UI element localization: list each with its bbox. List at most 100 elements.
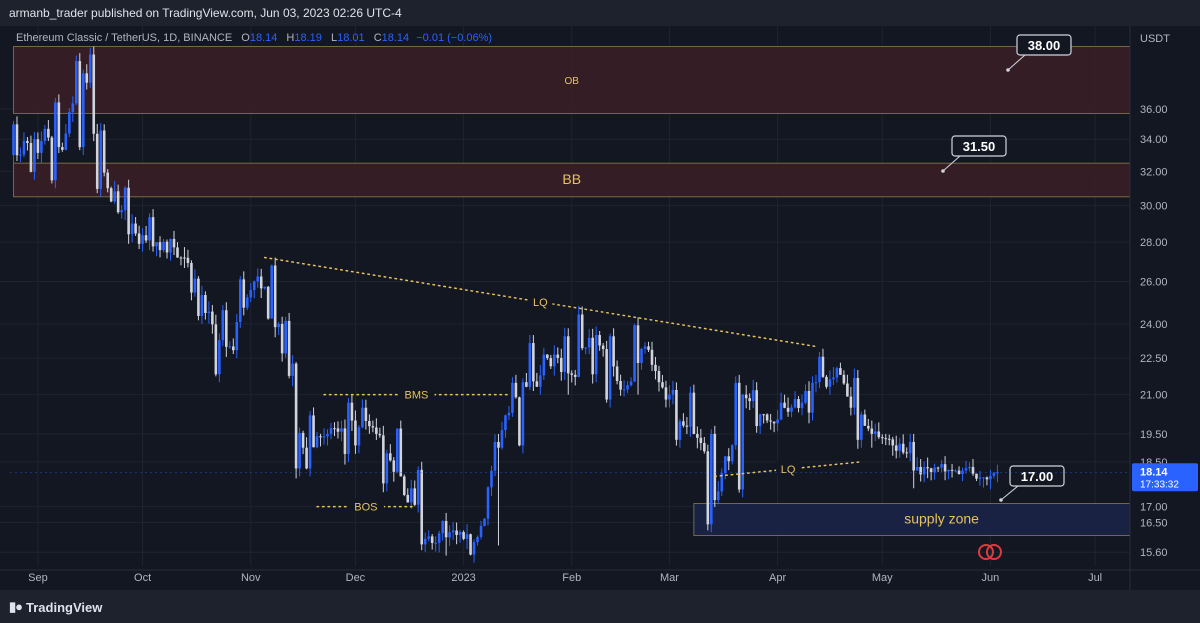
candle-body bbox=[877, 431, 881, 438]
candle-body bbox=[863, 414, 867, 426]
candle-body bbox=[633, 325, 636, 382]
callout-pointer bbox=[942, 155, 961, 172]
candle-body bbox=[211, 311, 214, 325]
candle-body bbox=[996, 472, 999, 474]
candle-body bbox=[368, 420, 371, 427]
candles-group bbox=[12, 46, 999, 563]
candle-body bbox=[221, 310, 225, 341]
zone-label-ob: OB bbox=[565, 76, 580, 87]
candle-body bbox=[113, 191, 116, 202]
candle-body bbox=[165, 241, 169, 253]
price-chart[interactable]: LQ BMS BOS LQ OB BB supply zone 38.00 31.50 17.00… bbox=[0, 26, 1200, 590]
candle-body bbox=[741, 394, 745, 490]
candle-body bbox=[413, 488, 417, 505]
candle-body bbox=[169, 238, 172, 253]
candle-body bbox=[779, 402, 783, 420]
candle-body bbox=[985, 477, 989, 480]
candle-body bbox=[483, 518, 486, 526]
change-value: −0.01 (−0.06%) bbox=[416, 32, 493, 44]
candle-body bbox=[497, 441, 500, 448]
candle-body bbox=[619, 380, 622, 390]
candle-body bbox=[120, 210, 123, 213]
candle-body bbox=[720, 473, 724, 492]
candle-body bbox=[364, 407, 368, 421]
candle-body bbox=[193, 278, 197, 293]
publisher-line: armanb_trader published on TradingView.c… bbox=[9, 6, 402, 20]
candle-body bbox=[887, 438, 891, 440]
candle-body bbox=[144, 235, 148, 241]
candle-body bbox=[270, 265, 273, 319]
candle-body bbox=[755, 390, 758, 427]
candle-body bbox=[312, 415, 315, 448]
candle-body bbox=[811, 382, 814, 413]
price-tick-label: 28.00 bbox=[1140, 237, 1168, 249]
candle-body bbox=[790, 407, 793, 412]
candle-body bbox=[713, 433, 717, 501]
candle-body bbox=[954, 470, 957, 472]
candle-body bbox=[807, 391, 811, 413]
candle-body bbox=[155, 242, 158, 247]
candle-body bbox=[326, 433, 329, 437]
candle-body bbox=[598, 335, 601, 346]
candle-body bbox=[402, 476, 406, 495]
legend-symbol[interactable]: Ethereum Classic / TetherUS, 1D, BINANCE bbox=[16, 32, 233, 44]
candle-body bbox=[162, 241, 165, 251]
candle-body bbox=[74, 61, 78, 104]
candle-body bbox=[734, 382, 738, 446]
candle-body bbox=[961, 470, 964, 475]
candle-body bbox=[462, 531, 465, 539]
candle-body bbox=[716, 491, 720, 501]
label-bg bbox=[347, 498, 384, 513]
candle-body bbox=[430, 536, 434, 543]
candle-body bbox=[539, 375, 542, 387]
candle-body bbox=[284, 320, 287, 354]
candle-body bbox=[151, 217, 155, 247]
candle-body bbox=[444, 520, 448, 538]
low-value: 18.01 bbox=[337, 32, 365, 44]
candle-body bbox=[382, 435, 385, 484]
candle-body bbox=[92, 54, 96, 134]
candle-body bbox=[504, 415, 507, 431]
candle-body bbox=[814, 382, 818, 384]
candle-body bbox=[647, 346, 650, 350]
candle-body bbox=[514, 382, 518, 398]
candle-body bbox=[703, 442, 706, 452]
tradingview-logo[interactable]: ▮● TradingView bbox=[9, 599, 102, 615]
candle-body bbox=[61, 147, 64, 150]
candle-body bbox=[389, 453, 392, 461]
liquidity-line bbox=[263, 256, 817, 348]
candle-body bbox=[472, 542, 476, 555]
candle-body bbox=[710, 433, 713, 525]
candle-body bbox=[451, 530, 455, 533]
candle-body bbox=[340, 428, 343, 432]
candle-body bbox=[521, 382, 525, 446]
candle-body bbox=[636, 325, 640, 363]
last-price-tag bbox=[1132, 463, 1198, 492]
price-tick-label: 36.00 bbox=[1140, 104, 1168, 116]
callout-dot bbox=[999, 498, 1003, 502]
candle-body bbox=[64, 133, 68, 150]
candle-body bbox=[657, 371, 661, 383]
candle-body bbox=[577, 314, 581, 377]
candle-body bbox=[249, 290, 253, 298]
candle-body bbox=[378, 433, 382, 436]
candle-body bbox=[926, 467, 929, 469]
candle-body bbox=[298, 432, 301, 469]
candle-body bbox=[880, 437, 884, 439]
candle-body bbox=[744, 394, 748, 399]
candle-body bbox=[186, 257, 190, 263]
candle-body bbox=[68, 112, 71, 134]
candle-body bbox=[706, 451, 710, 525]
candle-body bbox=[612, 336, 615, 367]
bar-countdown: 17:33:32 bbox=[1140, 479, 1179, 490]
candle-body bbox=[696, 433, 699, 438]
candle-body bbox=[908, 441, 912, 454]
candle-body bbox=[395, 428, 399, 472]
candle-body bbox=[839, 368, 842, 375]
candle-body bbox=[12, 124, 15, 156]
time-tick-label: Oct bbox=[134, 572, 151, 584]
candle-body bbox=[860, 414, 863, 440]
candle-body bbox=[493, 441, 497, 471]
candle-body bbox=[423, 538, 427, 545]
candle-body bbox=[518, 397, 521, 446]
